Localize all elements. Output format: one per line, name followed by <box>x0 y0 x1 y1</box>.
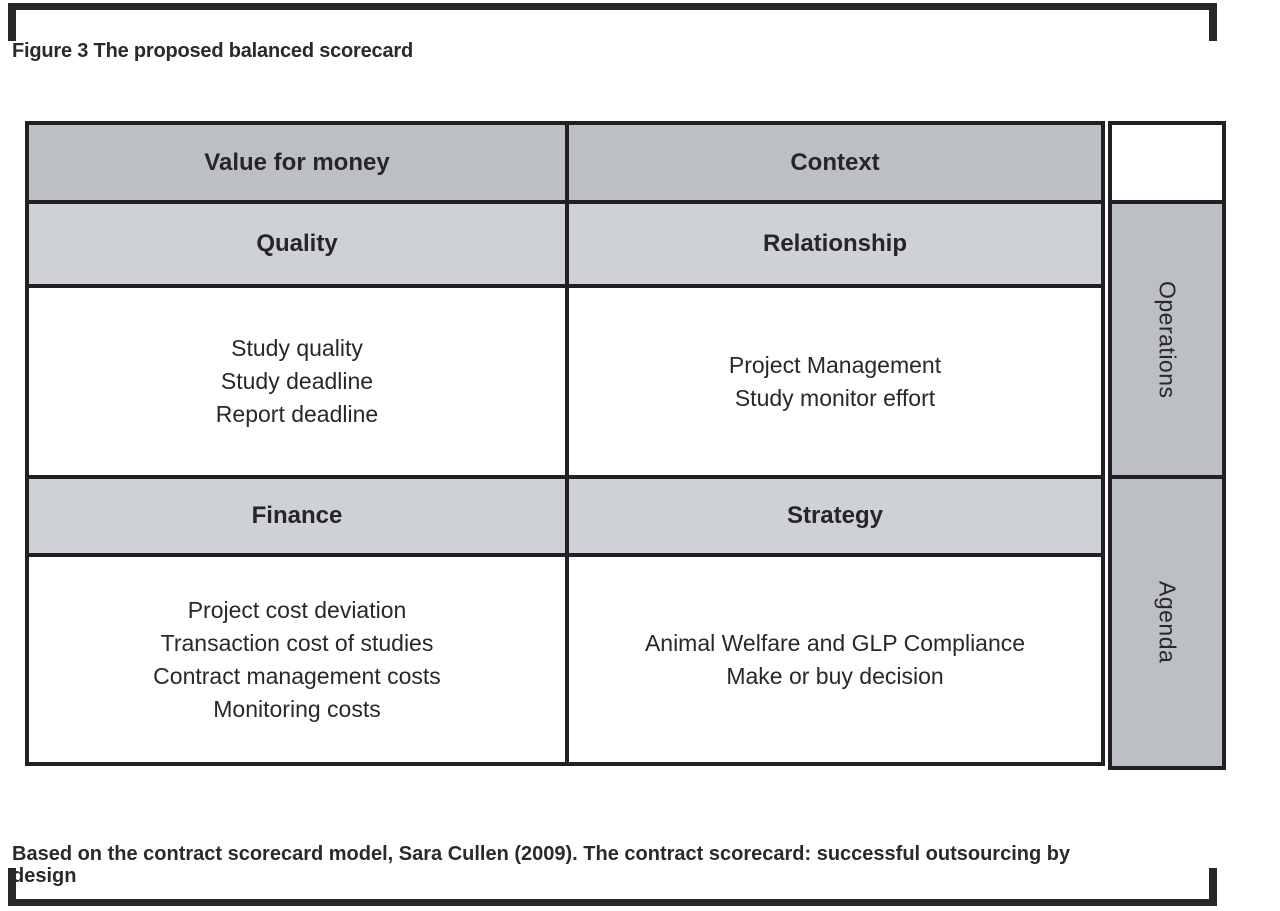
subheader-label: Finance <box>251 502 343 529</box>
crop-mark-top-bar <box>8 3 1217 10</box>
text-line: Report deadline <box>215 401 379 427</box>
side-label-agenda: Agenda <box>1154 581 1181 664</box>
crop-mark-top-right-stub <box>1209 3 1217 41</box>
subheader-cell-quality: Quality <box>29 204 569 288</box>
subheader-label: Quality <box>256 230 338 257</box>
text-line: Study monitor effort <box>734 384 936 411</box>
text-line: Based on the contract scorecard model, S… <box>12 843 1071 865</box>
text-line: Study deadline <box>220 368 374 394</box>
text-line: Project Management <box>728 351 942 378</box>
text-line: Transaction cost of studies <box>160 629 434 656</box>
source-caption: Based on the contract scorecard model, S… <box>12 843 1070 887</box>
crop-mark-bottom-left-stub <box>8 868 16 906</box>
text-line: Animal Welfare and GLP Compliance <box>644 629 1026 656</box>
content-cell-quality-items: Study quality Study deadline Report deadli… <box>29 288 569 479</box>
header-cell-context: Context <box>569 125 1101 204</box>
subheader-label: Relationship <box>762 230 907 257</box>
side-rail-cell-operations: Operations <box>1112 204 1222 479</box>
subheader-cell-relationship: Relationship <box>569 204 1101 288</box>
side-rail-empty-cell <box>1112 125 1222 204</box>
side-rail: Operations Agenda <box>1108 121 1226 770</box>
content-cell-relationship-items: Project Management Study monitor effort <box>569 288 1101 479</box>
crop-mark-bottom-bar <box>8 899 1217 906</box>
header-label: Value for money <box>204 148 390 176</box>
content-cell-strategy-items: Animal Welfare and GLP Compliance Make or… <box>569 557 1101 762</box>
text-line: Make or buy decision <box>726 662 944 689</box>
subheader-cell-strategy: Strategy <box>569 479 1101 557</box>
text-line: design <box>12 865 77 887</box>
scorecard-table: Value for money Context Quality Relation… <box>25 121 1105 766</box>
figure-title: Figure 3 The proposed balanced scorecard <box>12 40 414 62</box>
crop-mark-bottom-right-stub <box>1209 868 1217 906</box>
text-line: Project cost deviation <box>187 596 407 623</box>
subheader-label: Strategy <box>786 502 884 529</box>
side-rail-cell-agenda: Agenda <box>1112 479 1222 766</box>
text-line: Contract management costs <box>153 662 441 689</box>
text-line: Monitoring costs <box>213 695 381 722</box>
side-label-operations: Operations <box>1154 280 1181 399</box>
header-label: Context <box>790 148 880 176</box>
crop-mark-top-left-stub <box>8 3 16 41</box>
subheader-cell-finance: Finance <box>29 479 569 557</box>
content-cell-finance-items: Project cost deviation Transaction cost o… <box>29 557 569 762</box>
header-cell-value-for-money: Value for money <box>29 125 569 204</box>
text-line: Study quality <box>231 335 363 361</box>
